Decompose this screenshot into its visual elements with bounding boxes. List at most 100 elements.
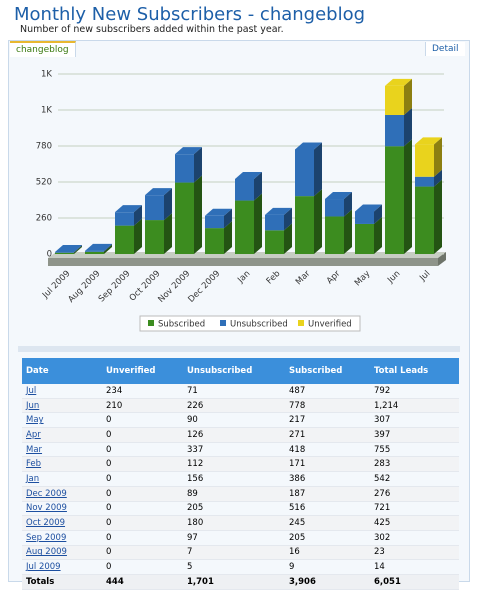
table-cell: 487 [289,385,306,396]
table-row: Jan 0 156 386 542 [22,472,459,487]
x-tick-label: Jul [417,269,432,284]
bar-segment [115,212,134,226]
bar-side [404,78,412,115]
table-cell: 755 [374,444,391,455]
y-tick-label: 1K [41,70,52,80]
date-link[interactable]: Dec 2009 [26,488,67,499]
table-cell: 226 [187,400,204,411]
table-row: Feb 0 112 171 283 [22,457,459,473]
date-link[interactable]: Nov 2009 [26,503,67,514]
bar-segment [295,149,314,197]
bar-segment [385,85,404,115]
table-cell: 156 [187,473,204,484]
table-cell: 283 [374,459,391,470]
date-link[interactable]: Oct 2009 [26,518,66,529]
bar-top [235,171,262,179]
bar-segment [175,154,194,183]
x-tick-label: Sep 2009 [97,269,133,305]
bar-top [205,208,232,216]
table-cell: 5 [187,562,193,573]
bar-side [164,213,172,254]
table-cell: 0 [106,429,112,440]
date-link[interactable]: Jul 2009 [26,562,61,573]
bar-segment [325,216,344,254]
bar-segment [385,146,404,254]
detail-link[interactable]: Detail [425,42,465,56]
bar-segment [415,144,434,177]
x-tick-label: Jan [235,269,252,286]
date-link[interactable]: Apr [26,429,41,440]
table-cell: Unsubscribed [187,366,253,376]
bar-side [404,139,412,254]
table-cell: 0 [106,415,112,426]
table-cell: 217 [289,415,306,426]
table-cell: 205 [187,503,204,514]
tab[interactable]: changeblog [10,41,76,57]
table-row: Aug 2009 0 7 16 23 [22,545,459,561]
table-row: Apr 0 126 271 397 [22,428,459,443]
table-cell: 386 [289,473,306,484]
bar-side [194,175,202,254]
table-cell: 792 [374,385,391,396]
table-cell: 1,214 [374,400,399,411]
bar-side [74,245,82,254]
date-link[interactable]: Aug 2009 [26,547,67,558]
y-tick-label: 520 [36,178,52,188]
legend-label: Unverified [308,320,352,330]
date-link[interactable]: May [26,415,44,426]
date-link[interactable]: Jan [26,473,40,484]
date-link[interactable]: Sep 2009 [26,532,67,543]
table-row: Nov 2009 0 205 516 721 [22,502,459,517]
bar-segment [385,114,404,147]
table-row: Oct 2009 0 180 245 425 [22,516,459,531]
date-link[interactable]: Jun [26,400,40,411]
bar-side [254,171,262,201]
bar-side [164,188,172,221]
bar-side [314,142,322,197]
page-subtitle: Number of new subscribers added within t… [20,24,284,35]
date-link[interactable]: Feb [26,459,42,470]
table-cell: 23 [374,547,385,558]
table-cell: 418 [289,444,306,455]
table-cell: 0 [106,518,112,529]
bar-top [295,142,322,150]
floor-edge [48,258,438,266]
bar-segment [325,199,344,217]
table-cell: 112 [187,459,204,470]
bar-segment [355,211,374,224]
date-link[interactable]: Mar [26,444,43,455]
table-cell: 7 [187,547,193,558]
table-cell: 126 [187,429,204,440]
bar-top [145,188,172,196]
table-row: Sep 2009 0 97 205 302 [22,531,459,546]
bar-side [254,193,262,254]
bar-side [284,223,292,254]
x-tick-label: Feb [265,269,283,287]
bar-side [104,244,112,254]
table-cell: 9 [289,562,295,573]
bar-side [344,192,352,217]
x-tick-label: May [353,269,373,289]
bar-segment [205,228,224,254]
divider [18,346,460,352]
bar-segment [265,230,284,254]
table-row: Dec 2009 0 89 187 276 [22,486,459,502]
legend-label: Unsubscribed [230,320,288,330]
bar-top [55,245,82,253]
legend-label: Subscribed [158,320,205,330]
table-cell: 89 [187,488,198,499]
table-row: Jul 2009 0 5 9 14 [22,560,459,575]
bar-side [224,208,232,229]
table-cell: 0 [106,488,112,499]
table-cell: 71 [187,385,198,396]
table-cell: 276 [374,488,391,499]
date-link[interactable]: Jul [26,385,37,396]
bar-top [355,204,382,212]
y-tick-label: 260 [36,214,52,224]
bar-top [325,192,352,200]
table-cell: 210 [106,400,123,411]
bar-side [344,209,352,254]
bar-top [385,78,412,86]
bar-side [104,243,112,252]
bar-side [194,147,202,183]
